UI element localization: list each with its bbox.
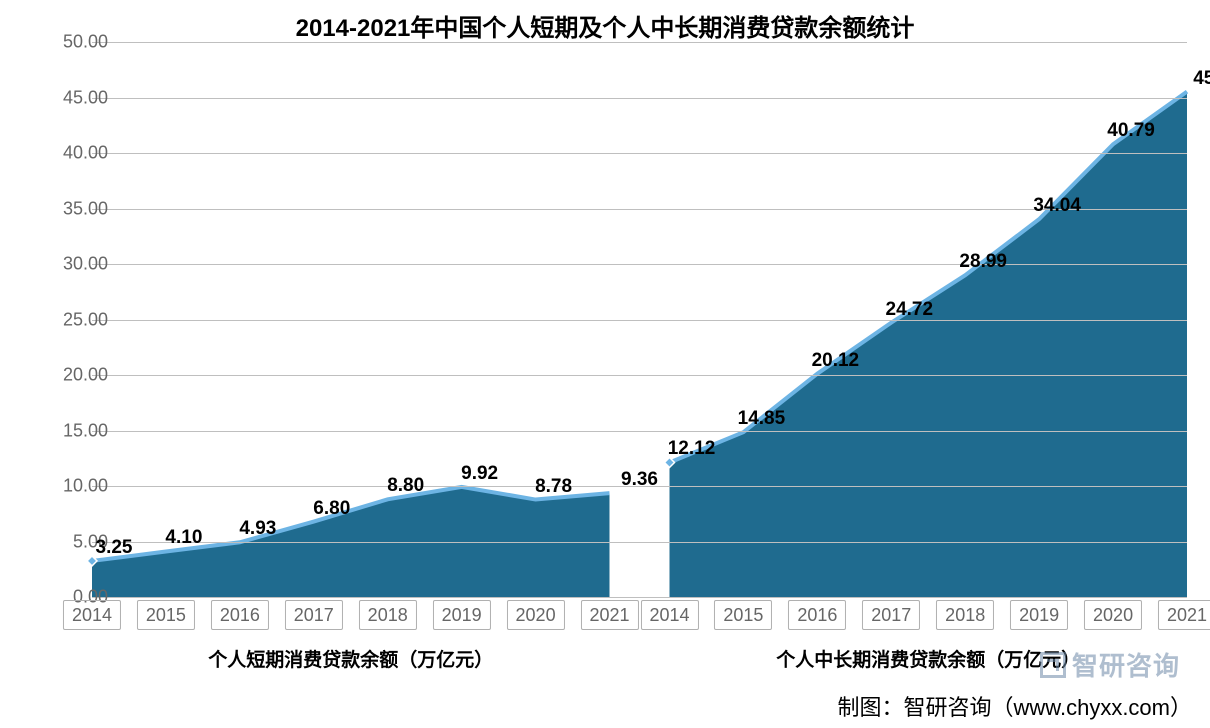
data-label: 40.79 [1107, 120, 1155, 142]
data-label: 34.04 [1033, 195, 1081, 217]
data-label: 28.99 [959, 251, 1007, 273]
chart-container: 2014-2021年中国个人短期及个人中长期消费贷款余额统计 0.005.001… [0, 0, 1210, 680]
group-label: 个人中长期消费贷款余额（万亿元） [776, 645, 1080, 672]
x-tick-label: 2017 [285, 605, 343, 626]
x-tick-label: 2015 [137, 605, 195, 626]
group-label: 个人短期消费贷款余额（万亿元） [208, 645, 493, 672]
gridline [92, 320, 1187, 321]
gridline [92, 264, 1187, 265]
data-label: 14.85 [738, 408, 786, 430]
y-tick-label: 50.00 [48, 32, 108, 53]
x-tick-label: 2018 [359, 605, 417, 626]
area-fill [670, 92, 1188, 597]
y-tick-label: 30.00 [48, 254, 108, 275]
data-label: 20.12 [812, 350, 860, 372]
x-tick-label: 2014 [640, 605, 698, 626]
watermark-icon [1040, 652, 1066, 678]
watermark-text: 智研咨询 [1072, 646, 1180, 683]
watermark: 智研咨询 [1040, 646, 1180, 683]
data-label: 8.80 [387, 475, 424, 497]
x-tick-label: 2019 [1010, 605, 1068, 626]
data-label: 9.92 [461, 463, 498, 485]
plot-area [92, 42, 1187, 597]
data-label: 6.80 [313, 498, 350, 520]
data-label: 3.25 [96, 537, 133, 559]
y-tick-label: 20.00 [48, 365, 108, 386]
gridline [92, 209, 1187, 210]
x-tick-label: 2016 [211, 605, 269, 626]
x-tick-label: 2020 [507, 605, 565, 626]
y-tick-label: 15.00 [48, 420, 108, 441]
gridline [92, 98, 1187, 99]
data-label: 45.53 [1193, 68, 1210, 90]
y-tick-label: 25.00 [48, 309, 108, 330]
x-tick-label: 2015 [714, 605, 772, 626]
gridline [92, 431, 1187, 432]
x-tick-label: 2021 [1158, 605, 1210, 626]
data-label: 24.72 [886, 299, 934, 321]
gridline [92, 597, 1187, 598]
gridline [92, 42, 1187, 43]
data-label: 12.12 [668, 438, 716, 460]
gridline [92, 542, 1187, 543]
x-tick-label: 2018 [936, 605, 994, 626]
credit-text: 制图：智研咨询（www.chyxx.com） [838, 690, 1192, 722]
x-tick-label: 2020 [1084, 605, 1142, 626]
chart-title: 2014-2021年中国个人短期及个人中长期消费贷款余额统计 [0, 0, 1210, 43]
x-tick-label: 2016 [788, 605, 846, 626]
y-tick-label: 35.00 [48, 198, 108, 219]
data-label: 4.93 [239, 518, 276, 540]
x-tick-label: 2019 [433, 605, 491, 626]
y-tick-label: 45.00 [48, 87, 108, 108]
y-tick-label: 10.00 [48, 476, 108, 497]
data-label: 8.78 [535, 476, 572, 498]
y-tick-label: 40.00 [48, 143, 108, 164]
gridline [92, 153, 1187, 154]
x-tick-label: 2014 [63, 605, 121, 626]
gridline [92, 375, 1187, 376]
x-tick-label: 2017 [862, 605, 920, 626]
data-label: 9.36 [621, 469, 658, 491]
x-tick-label: 2021 [580, 605, 638, 626]
data-label: 4.10 [165, 527, 202, 549]
